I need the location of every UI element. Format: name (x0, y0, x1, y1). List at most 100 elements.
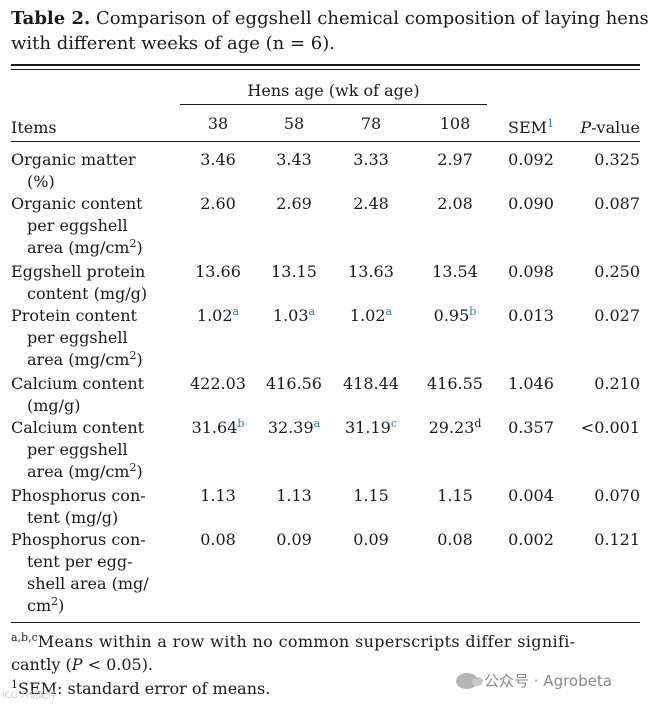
row-item-line: Organic content (11, 194, 143, 213)
top-rule-thin (11, 69, 640, 70)
corner-watermark: iCG 八语配件 (2, 691, 57, 701)
row-item-line: Phosphorus con- (11, 530, 146, 549)
value-cell-38: 0.08 (200, 530, 236, 549)
p-value-cell: <0.001 (580, 418, 640, 437)
sem-header: SEM1 (507, 117, 555, 137)
p-value-cell: 0.027 (594, 306, 640, 325)
footnote-superscripts: a,b,cMeans within a row with no common s… (11, 631, 576, 651)
row-item-label: Phosphorus con-tent per egg-shell area (… (11, 529, 181, 617)
value-cell-58: 0.09 (276, 530, 312, 549)
footnote-sem: 1SEM: standard error of means. (11, 678, 271, 698)
group-underline (180, 104, 487, 105)
footnote-superscripts-cont: cantly (P < 0.05). (11, 655, 154, 674)
value-cell-38: 31.64b (191, 417, 245, 437)
value-cell-108: 1.15 (437, 486, 473, 505)
row-item-line: area (mg/cm2) (27, 349, 143, 369)
value-cell-38: 1.13 (200, 486, 236, 505)
value-cell-58: 1.13 (276, 486, 312, 505)
value-cell-78: 2.48 (353, 194, 389, 213)
p-value-header: P-value (580, 118, 640, 137)
value-cell-38: 1.02a (196, 305, 240, 325)
value-cell-58: 416.56 (266, 374, 322, 393)
sem-cell: 0.013 (508, 306, 554, 325)
row-item-line: shell area (mg/ (27, 574, 149, 593)
sem-cell: 0.098 (508, 262, 554, 281)
row-item-label: Organic content per eggshell area (mg/cm2) (11, 193, 181, 259)
significance-superscript: d (474, 417, 482, 430)
value-cell-58: 13.15 (271, 262, 317, 281)
value-cell-78: 418.44 (343, 374, 399, 393)
row-item-line: Calcium content (11, 418, 145, 437)
row-item-line: Eggshell protein (11, 262, 146, 281)
value-cell-78: 31.19c (345, 417, 397, 437)
value-cell-58: 3.43 (276, 150, 312, 169)
age-header-38: 38 (207, 114, 229, 133)
row-item-line: area (mg/cm2) (27, 461, 143, 481)
wechat-icon (456, 672, 483, 689)
value-cell-108: 13.54 (432, 262, 478, 281)
table-label: Table 2. (11, 8, 91, 29)
row-item-line: Protein content (11, 306, 137, 325)
value-cell-78: 1.15 (353, 486, 389, 505)
row-item-label: Calcium content (mg/g) (11, 373, 181, 417)
value-cell-78: 1.02a (349, 305, 393, 325)
value-cell-38: 422.03 (190, 374, 246, 393)
significance-superscript: a (308, 305, 316, 318)
age-header-108: 108 (439, 114, 471, 133)
header-rule (11, 141, 640, 142)
p-value-cell: 0.070 (594, 486, 640, 505)
significance-superscript: b (469, 305, 477, 318)
sem-cell: 0.357 (508, 418, 554, 437)
significance-superscript: a (232, 305, 240, 318)
top-rule (11, 64, 640, 66)
row-item-line: per eggshell (27, 216, 128, 235)
row-item-line: Phosphorus con- (11, 486, 146, 505)
row-item-label: Eggshell protein content (mg/g) (11, 261, 181, 305)
row-item-line: tent (mg/g) (27, 508, 119, 527)
value-cell-58: 32.39a (267, 417, 321, 437)
row-item-line: per eggshell (27, 440, 128, 459)
significance-superscript: a (385, 305, 393, 318)
row-item-line: Calcium content (11, 374, 145, 393)
row-item-label: Organic matter (%) (11, 149, 181, 193)
significance-superscript: c (390, 417, 397, 430)
value-cell-38: 2.60 (200, 194, 236, 213)
table-title: Comparison of eggshell chemical composit… (11, 8, 649, 54)
value-cell-108: 29.23d (428, 417, 482, 437)
value-cell-58: 2.69 (276, 194, 312, 213)
row-item-line: content (mg/g) (27, 284, 148, 303)
row-item-label: Calcium content per eggshell area (mg/cm2) (11, 417, 181, 483)
value-cell-108: 0.95b (433, 305, 477, 325)
row-item-line: cm2) (27, 595, 65, 615)
table-caption: Table 2. Comparison of eggshell chemical… (11, 6, 651, 56)
row-item-label: Protein content per eggshell area (mg/cm2) (11, 305, 181, 371)
value-cell-38: 3.46 (200, 150, 236, 169)
row-item-label: Phosphorus con-tent (mg/g) (11, 485, 181, 529)
row-item-line: (%) (27, 172, 55, 191)
p-value-cell: 0.250 (594, 262, 640, 281)
p-value-cell: 0.210 (594, 374, 640, 393)
value-cell-58: 1.03a (272, 305, 316, 325)
value-cell-108: 2.97 (437, 150, 473, 169)
watermark-text: 公众号 · Agrobeta (484, 672, 612, 690)
age-header-78: 78 (360, 114, 382, 133)
sem-cell: 0.004 (508, 486, 554, 505)
sem-footnote-marker: 1 (547, 117, 555, 130)
row-item-line: Organic matter (11, 150, 136, 169)
sem-cell: 0.092 (508, 150, 554, 169)
row-item-line: area (mg/cm2) (27, 237, 143, 257)
row-item-line: per eggshell (27, 328, 128, 347)
age-header-58: 58 (283, 114, 305, 133)
bottom-rule (11, 622, 640, 623)
value-cell-108: 416.55 (427, 374, 483, 393)
p-value-cell: 0.121 (594, 530, 640, 549)
significance-superscript: a (313, 417, 321, 430)
value-cell-78: 13.63 (348, 262, 394, 281)
p-value-cell: 0.087 (594, 194, 640, 213)
items-header: Items (11, 118, 57, 137)
significance-superscript: b (237, 417, 245, 430)
watermark: 公众号 · Agrobeta (456, 670, 612, 691)
row-item-line: (mg/g) (27, 396, 81, 415)
value-cell-108: 0.08 (437, 530, 473, 549)
value-cell-78: 0.09 (353, 530, 389, 549)
